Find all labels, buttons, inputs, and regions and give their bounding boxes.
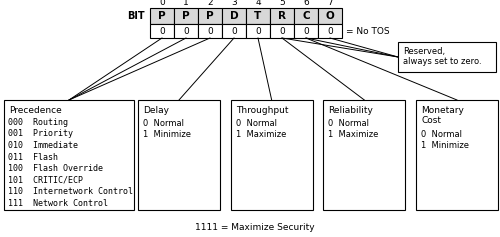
Bar (198, 24, 222, 38)
Bar (4, 100, 134, 210)
Bar (270, 8, 294, 24)
Bar (398, 42, 496, 72)
Text: = No TOS: = No TOS (346, 27, 390, 36)
Text: 2: 2 (207, 0, 213, 7)
Bar (294, 24, 318, 38)
Text: Throughput: Throughput (236, 106, 288, 115)
Text: 010  Immediate: 010 Immediate (8, 141, 78, 150)
Text: 0  Normal: 0 Normal (143, 119, 184, 128)
Text: 0  Normal: 0 Normal (328, 119, 370, 128)
Bar (294, 8, 318, 24)
Bar (150, 8, 174, 24)
Text: 100  Flash Override: 100 Flash Override (8, 164, 103, 173)
Text: D: D (230, 11, 238, 21)
Text: 011  Flash: 011 Flash (8, 152, 58, 161)
Bar (174, 24, 198, 38)
Text: Reliability: Reliability (328, 106, 373, 115)
Bar (246, 8, 270, 24)
Text: 6: 6 (303, 0, 309, 7)
Text: R: R (278, 11, 286, 21)
Text: 0: 0 (279, 27, 285, 36)
Text: 1  Maximize: 1 Maximize (328, 130, 378, 139)
Text: 1  Minimize: 1 Minimize (143, 130, 191, 139)
Text: 0: 0 (183, 27, 189, 36)
Text: T: T (254, 11, 262, 21)
Bar (222, 24, 246, 38)
Bar (270, 24, 294, 38)
Bar (246, 24, 270, 38)
Text: Monetary
Cost: Monetary Cost (421, 106, 464, 125)
Bar (230, 100, 312, 210)
Text: 0  Normal: 0 Normal (421, 130, 462, 139)
Text: Precedence: Precedence (9, 106, 62, 115)
Text: C: C (302, 11, 310, 21)
Bar (324, 100, 406, 210)
Text: 1: 1 (183, 0, 189, 7)
Text: 0: 0 (231, 27, 237, 36)
Text: P: P (206, 11, 214, 21)
Text: 7: 7 (327, 0, 333, 7)
Text: 1111 = Maximize Security: 1111 = Maximize Security (195, 223, 315, 232)
Text: 0: 0 (327, 27, 333, 36)
Text: 0: 0 (255, 27, 261, 36)
Text: 000  Routing: 000 Routing (8, 118, 68, 127)
Bar (222, 8, 246, 24)
Text: 0: 0 (207, 27, 213, 36)
Text: 3: 3 (231, 0, 237, 7)
Text: 101  CRITIC/ECP: 101 CRITIC/ECP (8, 176, 83, 184)
Bar (318, 24, 342, 38)
Bar (174, 8, 198, 24)
Text: P: P (158, 11, 166, 21)
Bar (150, 24, 174, 38)
Bar (416, 100, 498, 210)
Text: 001  Priority: 001 Priority (8, 129, 73, 138)
Text: Delay: Delay (143, 106, 169, 115)
Text: O: O (326, 11, 334, 21)
Text: 110  Internetwork Control: 110 Internetwork Control (8, 187, 133, 196)
Text: 0  Normal: 0 Normal (236, 119, 277, 128)
Text: BIT: BIT (128, 11, 145, 21)
Bar (198, 8, 222, 24)
Bar (318, 8, 342, 24)
Text: 0: 0 (159, 27, 165, 36)
Text: 111  Network Control: 111 Network Control (8, 199, 108, 208)
Text: 1  Maximize: 1 Maximize (236, 130, 286, 139)
Text: P: P (182, 11, 190, 21)
Text: 0: 0 (159, 0, 165, 7)
Text: Reserved,
always set to zero.: Reserved, always set to zero. (403, 47, 481, 66)
Text: 5: 5 (279, 0, 285, 7)
Text: 4: 4 (255, 0, 261, 7)
Text: 0: 0 (303, 27, 309, 36)
Text: 1  Minimize: 1 Minimize (421, 141, 469, 150)
Bar (138, 100, 220, 210)
